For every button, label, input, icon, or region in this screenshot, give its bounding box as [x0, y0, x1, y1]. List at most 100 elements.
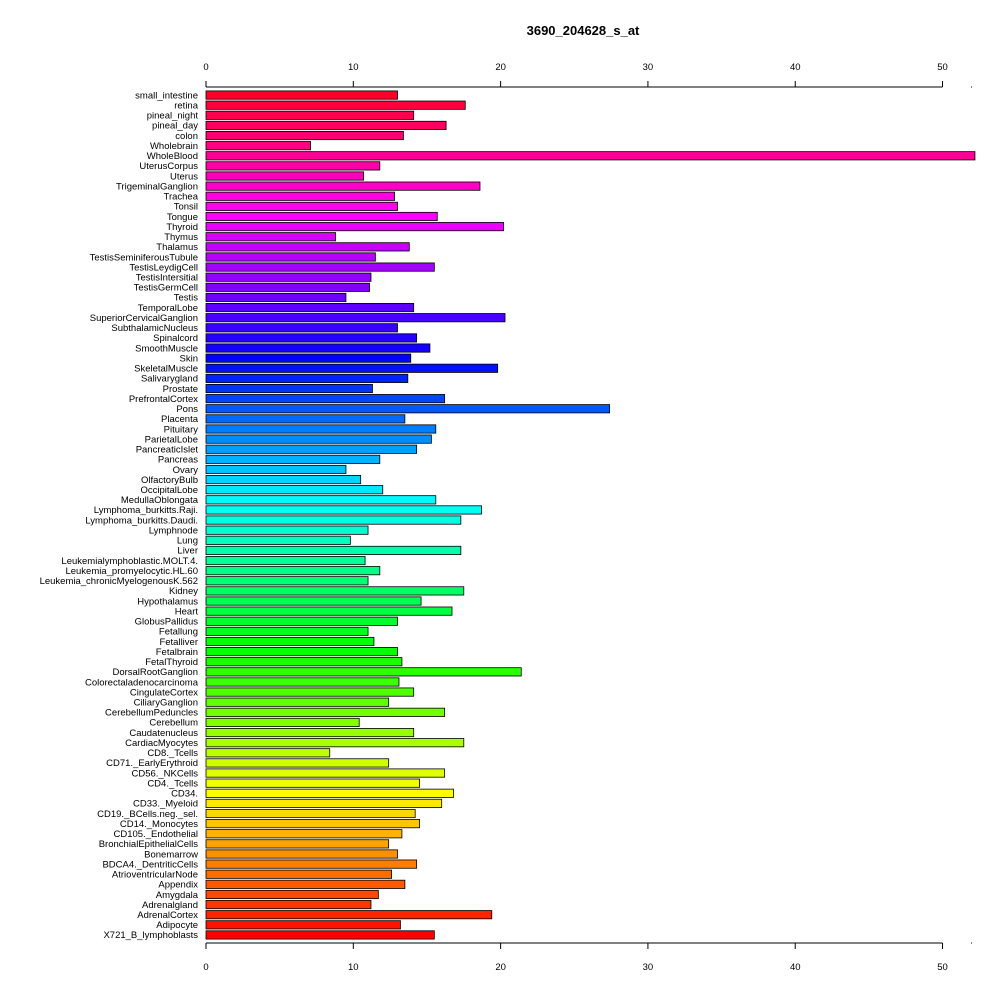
category-label: small_intestine — [135, 90, 198, 101]
category-label: colon — [175, 131, 198, 142]
category-label: PancreaticIslet — [136, 445, 199, 456]
bar-64 — [205, 738, 465, 748]
category-label: CingulateCortex — [130, 687, 198, 698]
tick-label: 50 — [937, 962, 948, 973]
tick-label: 0 — [203, 62, 208, 73]
bar-33 — [205, 424, 437, 434]
bar-13 — [205, 222, 504, 232]
bar-16 — [205, 252, 376, 262]
category-label: CD4._Tcells — [147, 778, 198, 789]
tick-label: 40 — [790, 62, 801, 73]
category-label: Lung — [177, 536, 198, 547]
category-label: Fetalbrain — [156, 647, 198, 658]
bar-48 — [205, 576, 369, 586]
category-label: TestisGermCell — [134, 283, 198, 294]
bar-81 — [205, 910, 493, 920]
x-axis-top: 0 10 20 30 40 50 — [203, 62, 972, 88]
category-label: retina — [174, 100, 198, 111]
bar-46 — [205, 555, 366, 566]
bar-55 — [205, 647, 398, 657]
category-label: AdrenalCortex — [137, 910, 198, 921]
category-label: CD34. — [171, 789, 198, 800]
x-axis-bottom: 0 10 20 30 40 50 — [203, 942, 972, 973]
category-label: Appendix — [158, 880, 198, 891]
category-label: CD105._Endothelial — [113, 829, 198, 840]
category-label: GlobusPallidus — [135, 617, 199, 628]
bar-34 — [205, 434, 432, 444]
bar-83 — [205, 930, 435, 940]
category-label: Salivarygland — [141, 374, 198, 385]
bar-70 — [205, 798, 443, 808]
bar-35 — [205, 444, 418, 454]
category-label: Amygdala — [156, 890, 199, 901]
bar-75 — [205, 849, 398, 859]
category-label: Heart — [175, 606, 199, 617]
category-label: CD14._Monocytes — [120, 819, 198, 830]
bar-40 — [205, 495, 437, 505]
category-label: Leukemia_promyelocytic.HL.60 — [65, 566, 198, 577]
bar-20 — [205, 292, 347, 302]
bar-82 — [205, 920, 401, 930]
category-label: Pons — [176, 404, 198, 415]
category-label: Thymus — [164, 232, 198, 243]
bar-22 — [205, 313, 506, 323]
category-label: Kidney — [169, 586, 198, 597]
bar-25 — [205, 343, 431, 353]
category-label: Pancreas — [158, 455, 198, 466]
bar-19 — [205, 282, 370, 292]
bar-15 — [205, 242, 410, 252]
category-label: Hypothalamus — [137, 596, 198, 607]
bar-27 — [205, 363, 499, 373]
bar-7 — [205, 161, 381, 171]
bar-37 — [205, 464, 347, 475]
bar-74 — [205, 839, 390, 849]
category-label: Testis — [174, 293, 199, 304]
category-label: Fetallung — [159, 627, 198, 638]
category-label: Trachea — [164, 192, 199, 203]
category-label: Colorectaladenocarcinoma — [85, 677, 199, 688]
category-label: CD33._Myeloid — [133, 799, 198, 810]
category-label: AtrioventricularNode — [112, 870, 198, 881]
bar-12 — [205, 211, 438, 222]
bar-61 — [205, 707, 446, 717]
bar-63 — [205, 728, 415, 738]
category-label: CD71._EarlyErythroid — [106, 758, 198, 769]
category-label: WholeBlood — [147, 151, 198, 162]
bar-51 — [205, 606, 453, 616]
bar-77 — [205, 869, 393, 879]
bar-10 — [205, 191, 395, 201]
bar-72 — [205, 819, 421, 829]
bar-69 — [205, 788, 454, 798]
bar-23 — [205, 323, 398, 333]
bar-38 — [205, 475, 362, 485]
category-label: Leukemialymphoblastic.MOLT.4. — [61, 556, 198, 567]
bar-56 — [205, 657, 403, 667]
bar-52 — [205, 616, 398, 626]
tick-label: 10 — [348, 62, 359, 73]
bars-group — [205, 90, 976, 940]
category-label: SuperiorCervicalGanglion — [90, 313, 198, 324]
category-label: Ovary — [173, 465, 199, 476]
category-label: CD8._Tcells — [147, 748, 198, 759]
bar-54 — [205, 636, 375, 647]
bar-0 — [205, 90, 398, 100]
category-label: Lymphoma_burkitts.Raji. — [94, 505, 198, 516]
bar-66 — [205, 758, 390, 768]
bar-1 — [205, 100, 466, 110]
category-labels: small_intestineretinapineal_nightpineal_… — [40, 90, 199, 941]
bar-18 — [205, 272, 372, 282]
bar-39 — [205, 485, 384, 495]
bar-42 — [205, 515, 462, 525]
category-label: PrefrontalCortex — [129, 394, 198, 405]
bar-14 — [205, 232, 337, 242]
category-label: Spinalcord — [153, 333, 198, 344]
category-label: Pituitary — [164, 424, 199, 435]
bar-36 — [205, 454, 381, 464]
bar-26 — [205, 353, 412, 363]
bar-62 — [205, 717, 360, 727]
category-label: Thyroid — [166, 222, 198, 233]
category-label: BronchialEpithelialCells — [99, 839, 199, 850]
category-label: pineal_night — [147, 111, 199, 122]
bar-31 — [205, 404, 611, 414]
